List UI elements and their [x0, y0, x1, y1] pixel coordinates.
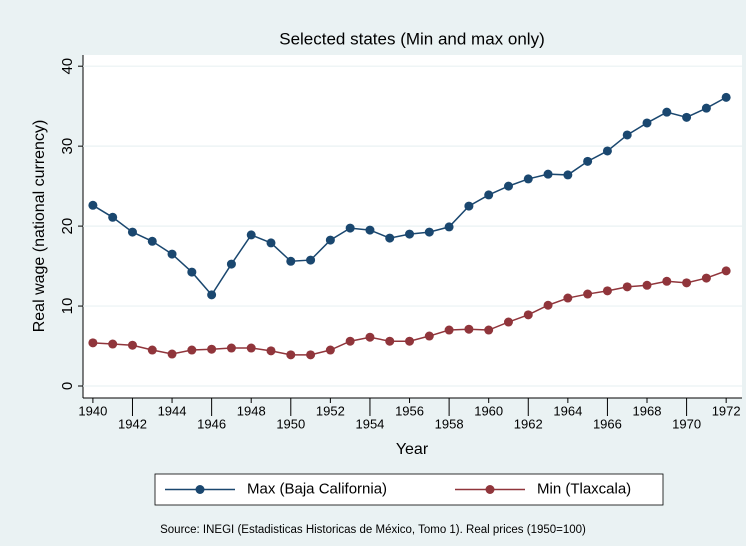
x-tick-label: 1960 [474, 403, 503, 418]
data-point [325, 235, 335, 245]
data-point [266, 238, 276, 248]
data-point [583, 156, 593, 166]
data-point [127, 340, 137, 350]
data-point [543, 169, 553, 179]
legend-marker [485, 485, 495, 494]
x-tick-label: 1946 [197, 416, 226, 431]
data-point [385, 233, 395, 243]
x-tick-label: 1944 [158, 403, 187, 418]
x-tick-label: 1972 [712, 403, 741, 418]
note: Source: INEGI (Estadisticas Historicas d… [160, 524, 586, 536]
data-point [167, 249, 177, 259]
data-point [226, 259, 236, 269]
data-point [701, 273, 711, 283]
data-point [721, 92, 731, 102]
y-axis-label: Real wage (national currency) [31, 120, 48, 333]
data-point [385, 336, 395, 346]
x-axis-label: Year [396, 441, 429, 458]
data-point [602, 146, 612, 156]
x-tick-label: 1970 [672, 416, 701, 431]
x-tick-label: 1948 [237, 403, 266, 418]
data-point [207, 344, 217, 354]
data-point [365, 332, 375, 342]
legend-label: Min (Tlaxcala) [537, 480, 631, 497]
data-point [503, 181, 513, 191]
data-point [226, 343, 236, 353]
data-point [88, 338, 98, 348]
data-point [365, 225, 375, 235]
data-point [642, 280, 652, 290]
data-point [345, 223, 355, 233]
x-tick-label: 1954 [355, 416, 384, 431]
data-point [207, 290, 217, 300]
y-tick-label: 0 [59, 382, 76, 390]
data-point [721, 266, 731, 276]
data-point [503, 317, 513, 327]
y-tick-label: 20 [59, 218, 76, 235]
data-point [642, 118, 652, 128]
legend [154, 473, 664, 506]
y-tick-label: 30 [59, 138, 76, 155]
chart-title: Selected states (Min and max only) [279, 29, 545, 48]
data-point [246, 230, 256, 240]
data-point [583, 289, 593, 299]
data-point [464, 324, 474, 334]
data-point [187, 267, 197, 277]
data-point [602, 286, 612, 296]
data-point [108, 212, 118, 222]
data-point [444, 222, 454, 232]
data-point [424, 331, 434, 341]
data-point [405, 229, 415, 239]
data-point [523, 310, 533, 320]
data-point [108, 339, 118, 349]
data-point [523, 174, 533, 184]
x-tick-label: 1952 [316, 403, 345, 418]
data-point [484, 190, 494, 200]
data-point [325, 345, 335, 355]
data-point [167, 349, 177, 359]
data-point [682, 112, 692, 122]
x-tick-label: 1966 [593, 416, 622, 431]
data-point [701, 103, 711, 113]
data-point [147, 236, 157, 246]
data-point [563, 170, 573, 180]
data-point [286, 256, 296, 266]
data-point [306, 255, 316, 265]
x-tick-label: 1956 [395, 403, 424, 418]
y-tick-label: 40 [59, 58, 76, 75]
data-point [543, 300, 553, 310]
data-point [187, 345, 197, 355]
x-tick-label: 1958 [435, 416, 464, 431]
data-point [286, 350, 296, 360]
data-point [127, 227, 137, 237]
legend-label: Max (Baja California) [247, 480, 387, 497]
data-point [563, 293, 573, 303]
data-point [662, 276, 672, 286]
data-point [444, 325, 454, 335]
data-point [246, 343, 256, 353]
x-tick-label: 1950 [276, 416, 305, 431]
data-point [622, 130, 632, 140]
data-point [484, 325, 494, 335]
data-point [662, 107, 672, 117]
data-point [306, 350, 316, 360]
data-point [464, 201, 474, 211]
data-point [405, 336, 415, 346]
data-point [147, 345, 157, 355]
x-tick-label: 1968 [633, 403, 662, 418]
data-point [345, 336, 355, 346]
data-point [682, 278, 692, 288]
data-point [622, 282, 632, 292]
data-point [424, 227, 434, 237]
x-tick-label: 1962 [514, 416, 543, 431]
data-point [88, 200, 98, 210]
y-tick-label: 10 [59, 298, 76, 315]
data-point [266, 346, 276, 356]
x-tick-label: 1940 [78, 403, 107, 418]
x-tick-label: 1964 [553, 403, 582, 418]
x-tick-label: 1942 [118, 416, 147, 431]
legend-marker [195, 485, 205, 494]
